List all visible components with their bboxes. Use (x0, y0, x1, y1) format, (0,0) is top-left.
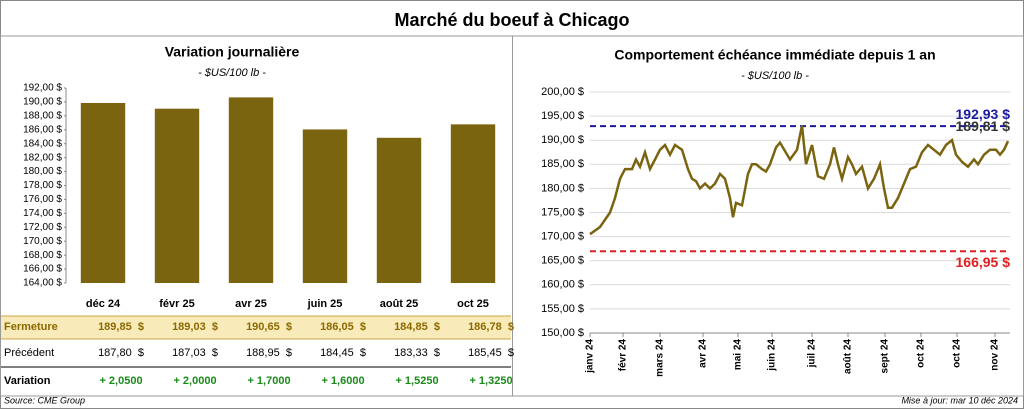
cell: + 1,7000 (247, 375, 290, 387)
x-tick-label: mars 24 (655, 339, 666, 377)
y-tick-label: 160,00 $ (541, 279, 584, 291)
x-tick-label: sept 24 (880, 339, 891, 374)
cell: 184,45 $ (320, 347, 366, 359)
updated: Mise à jour: mar 10 déc 2024 (901, 395, 1018, 405)
x-tick-label: janv 24 (585, 339, 596, 374)
cell: + 2,0500 (99, 375, 142, 387)
y-tick-label: 200,00 $ (541, 86, 584, 98)
y-tick-label: 164,00 $ (23, 278, 62, 289)
chart-subtitle: - $US/100 lb - (198, 67, 266, 79)
x-tick-label: févr 24 (618, 339, 629, 372)
x-tick-label: août 24 (843, 339, 854, 374)
cell: 187,03 $ (172, 347, 218, 359)
y-tick-label: 168,00 $ (23, 250, 62, 261)
y-tick-label: 166,00 $ (23, 264, 62, 275)
title: Marché du boeuf à Chicago (394, 10, 629, 30)
y-tick-label: 178,00 $ (23, 180, 62, 191)
source: Source: CME Group (4, 395, 85, 405)
cell: + 1,3250 (469, 375, 512, 387)
y-tick-label: 190,00 $ (23, 97, 62, 108)
y-tick-label: 188,00 $ (23, 110, 62, 121)
x-tick-label: févr 25 (159, 298, 194, 310)
bar (154, 108, 200, 283)
y-tick-label: 165,00 $ (541, 255, 584, 267)
y-tick-label: 174,00 $ (23, 208, 62, 219)
x-tick-label: juin 25 (307, 298, 343, 310)
x-tick-label: oct 24 (916, 339, 927, 368)
row-label: Précédent (4, 347, 54, 359)
x-tick-label: août 25 (380, 298, 419, 310)
x-tick-label: oct 24 (952, 339, 963, 368)
cell: 189,03 $ (172, 321, 218, 333)
bar (80, 102, 126, 284)
bar (450, 124, 496, 283)
y-tick-label: 186,00 $ (23, 124, 62, 135)
cell: 183,33 $ (394, 347, 440, 359)
y-tick-label: 195,00 $ (541, 110, 584, 122)
x-tick-label: oct 25 (457, 298, 489, 310)
cell: 190,65 $ (246, 321, 292, 333)
row-label: Variation (4, 375, 51, 387)
x-tick-label: avr 24 (698, 339, 709, 368)
x-tick-label: déc 24 (86, 298, 121, 310)
bar (228, 97, 274, 283)
cell: 186,78 $ (468, 321, 514, 333)
cell: + 2,0000 (173, 375, 216, 387)
x-tick-label: nov 24 (990, 339, 1001, 371)
reference-label: 166,95 $ (956, 254, 1011, 270)
y-tick-label: 175,00 $ (541, 206, 584, 218)
chart-title: Comportement échéance immédiate depuis 1… (614, 47, 935, 63)
row-highlight (1, 316, 511, 339)
y-tick-label: 192,00 $ (23, 83, 62, 94)
chart-title: Variation journalière (165, 44, 300, 60)
reference-label: 192,93 $ (956, 106, 1011, 122)
x-tick-label: mai 24 (733, 339, 744, 371)
bar (376, 137, 422, 283)
y-tick-label: 172,00 $ (23, 222, 62, 233)
cell: 185,45 $ (468, 347, 514, 359)
y-tick-label: 180,00 $ (541, 182, 584, 194)
series-line (589, 125, 1010, 236)
x-tick-label: juin 24 (767, 339, 778, 372)
bar (302, 129, 348, 283)
cell: + 1,6000 (321, 375, 364, 387)
x-tick-label: avr 25 (235, 298, 267, 310)
cell: 184,85 $ (394, 321, 440, 333)
x-tick-label: juil 24 (807, 339, 818, 369)
y-tick-label: 170,00 $ (541, 231, 584, 243)
cell: 187,80 $ (98, 347, 144, 359)
y-tick-label: 184,00 $ (23, 138, 62, 149)
y-tick-label: 170,00 $ (23, 236, 62, 247)
cell: 189,85 $ (98, 321, 144, 333)
y-tick-label: 150,00 $ (541, 327, 584, 339)
y-tick-label: 182,00 $ (23, 152, 62, 163)
cell: 188,95 $ (246, 347, 292, 359)
row-label: Fermeture (4, 321, 58, 333)
y-tick-label: 180,00 $ (23, 166, 62, 177)
cell: 186,05 $ (320, 321, 366, 333)
last-label: 189,81 $ (956, 118, 1011, 134)
y-tick-label: 155,00 $ (541, 303, 584, 315)
y-tick-label: 185,00 $ (541, 158, 584, 170)
y-tick-label: 190,00 $ (541, 134, 584, 146)
cell: + 1,5250 (395, 375, 438, 387)
chart-subtitle: - $US/100 lb - (741, 70, 809, 82)
y-tick-label: 176,00 $ (23, 194, 62, 205)
